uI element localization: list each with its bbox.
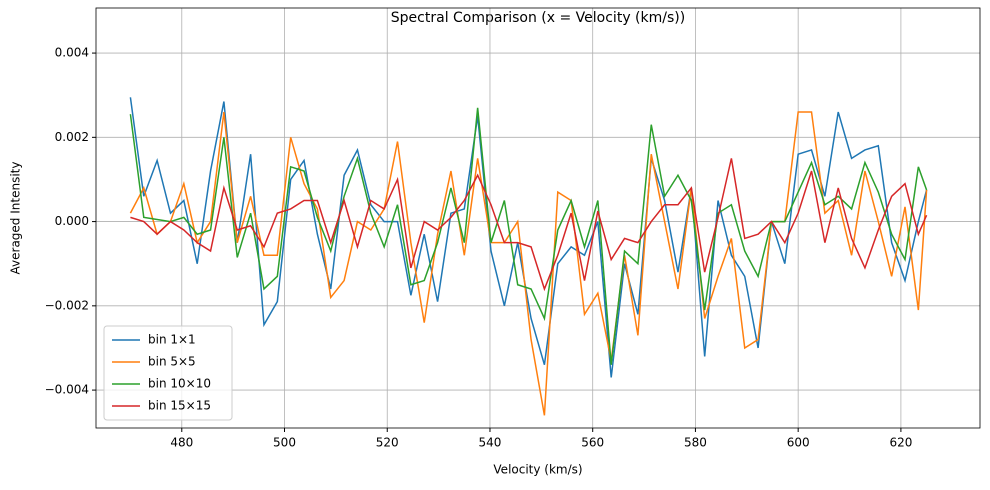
y-tick-label: 0.000 <box>55 214 89 228</box>
y-axis-label: Averaged Intensity <box>9 162 23 275</box>
x-tick-label: 620 <box>889 436 912 450</box>
series-line <box>129 97 928 378</box>
y-tick-label: 0.004 <box>55 46 89 60</box>
plot-frame <box>95 7 981 429</box>
x-tick-label: 560 <box>581 436 604 450</box>
legend-label: bin 15×15 <box>148 399 211 413</box>
series-line <box>129 107 928 365</box>
x-tick-label: 540 <box>479 436 502 450</box>
x-tick-label: 500 <box>273 436 296 450</box>
y-tick-label: −0.004 <box>45 383 89 397</box>
x-tick-label: 520 <box>376 436 399 450</box>
chart-title: Spectral Comparison (x = Velocity (km/s)… <box>391 10 685 26</box>
x-tick-label: 600 <box>787 436 810 450</box>
series-line <box>129 111 928 416</box>
legend-box <box>103 325 233 421</box>
legend: bin 1×1 bin 5×5 bin 10×10 bin 15×15 <box>103 325 233 421</box>
legend-label: bin 10×10 <box>148 377 211 391</box>
y-tick-label: 0.002 <box>55 130 89 144</box>
y-tick-label: −0.002 <box>45 298 89 312</box>
x-tick-label: 480 <box>170 436 193 450</box>
x-tick-label: 580 <box>684 436 707 450</box>
legend-label: bin 5×5 <box>148 355 196 369</box>
series-line <box>130 158 928 292</box>
x-axis-label: Velocity (km/s) <box>493 463 582 477</box>
legend-label: bin 1×1 <box>148 333 196 347</box>
